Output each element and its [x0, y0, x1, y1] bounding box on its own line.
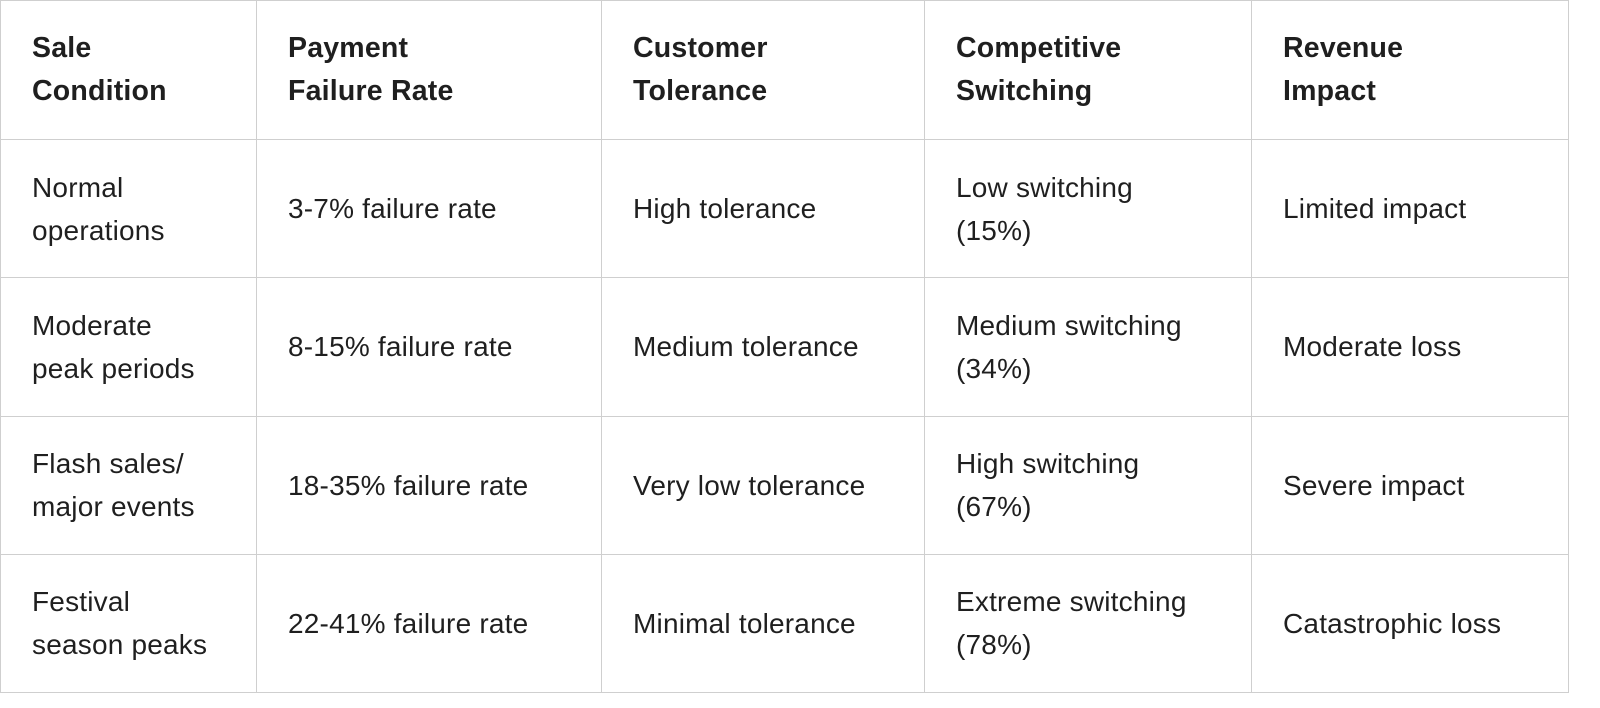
- cell-competitive-switching: Medium switching (34%): [924, 277, 1252, 417]
- cell-payment-failure-rate: 3-7% failure rate: [256, 138, 602, 279]
- table-row: Moderate peak periods 8-15% failure rate …: [0, 277, 1569, 417]
- cell-competitive-switching: Extreme switching (78%): [924, 553, 1252, 694]
- cell-sale-condition: Moderate peak periods: [0, 277, 257, 417]
- cell-customer-tolerance: Medium tolerance: [601, 277, 925, 417]
- header-payment-failure-rate: Payment Failure Rate: [256, 0, 602, 140]
- cell-customer-tolerance: High tolerance: [601, 138, 925, 279]
- table-row: Festival season peaks 22-41% failure rate…: [0, 553, 1569, 694]
- header-sale-condition: Sale Condition: [0, 0, 257, 140]
- cell-competitive-switching: High switching (67%): [924, 415, 1252, 555]
- cell-sale-condition: Normal operations: [0, 138, 257, 279]
- header-customer-tolerance: Customer Tolerance: [601, 0, 925, 140]
- cell-sale-condition: Flash sales/major events: [0, 415, 257, 555]
- cell-payment-failure-rate: 8-15% failure rate: [256, 277, 602, 417]
- cell-revenue-impact: Moderate loss: [1251, 277, 1569, 417]
- cell-payment-failure-rate: 18-35% failure rate: [256, 415, 602, 555]
- cell-revenue-impact: Catastrophic loss: [1251, 553, 1569, 694]
- cell-revenue-impact: Severe impact: [1251, 415, 1569, 555]
- cell-sale-condition: Festival season peaks: [0, 553, 257, 694]
- comparison-table: Sale Condition Payment Failure Rate Custom…: [0, 0, 1569, 694]
- table-header-row: Sale Condition Payment Failure Rate Custom…: [0, 0, 1569, 140]
- cell-revenue-impact: Limited impact: [1251, 138, 1569, 279]
- cell-customer-tolerance: Minimal tolerance: [601, 553, 925, 694]
- table-row: Flash sales/major events 18-35% failure …: [0, 415, 1569, 555]
- header-competitive-switching: Competitive Switching: [924, 0, 1252, 140]
- cell-competitive-switching: Low switching (15%): [924, 138, 1252, 279]
- header-revenue-impact: Revenue Impact: [1251, 0, 1569, 140]
- table-row: Normal operations 3-7% failure rate High …: [0, 138, 1569, 279]
- cell-payment-failure-rate: 22-41% failure rate: [256, 553, 602, 694]
- cell-customer-tolerance: Very low tolerance: [601, 415, 925, 555]
